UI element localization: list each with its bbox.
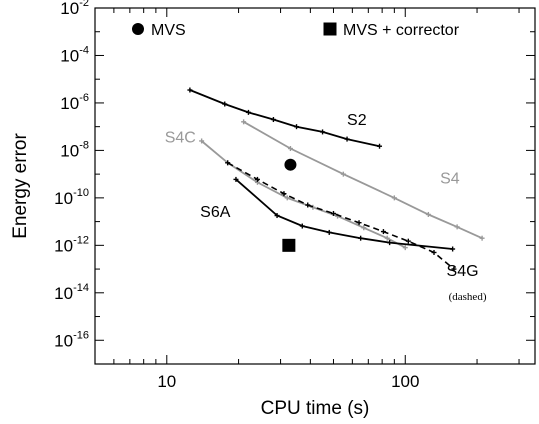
y-tick-base: 10 (54, 284, 73, 303)
y-tick-label: 10-12 (54, 234, 89, 255)
mvs-corrector-point (282, 238, 296, 252)
y-tick-label: 10-10 (54, 187, 89, 208)
y-axis-title: Energy error (10, 133, 31, 239)
y-tick-exponent: -16 (73, 329, 89, 341)
legend-label: MVS (151, 22, 186, 39)
series-line-s4c (201, 140, 406, 249)
y-tick-label: 10-16 (54, 329, 89, 350)
y-tick-base: 10 (54, 236, 73, 255)
series-line-s6a (235, 178, 453, 250)
plot-marks: S2 S4C S4 S6A S4G (dashed) MVS MVS + corrector (132, 22, 487, 303)
y-tick-exponent: -12 (73, 234, 89, 246)
x-axis-title: CPU time (s) (261, 398, 370, 419)
y-tick-label: 10-8 (60, 139, 89, 160)
series-label-s4: S4 (440, 171, 460, 188)
y-tick-base: 10 (60, 94, 79, 113)
y-tick-label: 10-2 (60, 0, 89, 18)
y-tick-base: 10 (60, 141, 79, 160)
x-axis-ticks: 10 100 (94, 8, 520, 391)
y-tick-base: 10 (54, 331, 73, 350)
x-tick-label: 100 (391, 372, 419, 391)
y-tick-exponent: -8 (79, 139, 89, 151)
series-label-s4g: S4G (447, 263, 479, 280)
y-tick-base: 10 (60, 0, 79, 18)
y-tick-label: 10-14 (54, 282, 89, 303)
y-tick-base: 10 (54, 189, 73, 208)
y-tick-label: 10-4 (60, 44, 89, 65)
y-tick-exponent: -4 (79, 44, 89, 56)
plot-frame (94, 7, 536, 365)
legend-circle-marker (132, 23, 144, 35)
y-tick-base: 10 (60, 46, 79, 65)
mvs-point (284, 158, 297, 171)
y-tick-exponent: -6 (79, 92, 89, 104)
series-line-s4g (227, 162, 455, 270)
series-label-s4c: S4C (165, 129, 196, 146)
y-tick-exponent: -2 (79, 0, 89, 9)
series-label-s2: S2 (347, 112, 367, 129)
y-tick-exponent: -10 (73, 187, 89, 199)
legend-square-marker (323, 22, 337, 36)
series-label-s6a: S6A (200, 204, 231, 221)
y-tick-exponent: -14 (73, 282, 89, 294)
series-line-s2 (189, 89, 380, 148)
y-tick-label: 10-6 (60, 92, 89, 113)
x-tick-label: 10 (157, 372, 176, 391)
dashed-note: (dashed) (449, 291, 487, 303)
legend-label: MVS + corrector (343, 22, 460, 39)
